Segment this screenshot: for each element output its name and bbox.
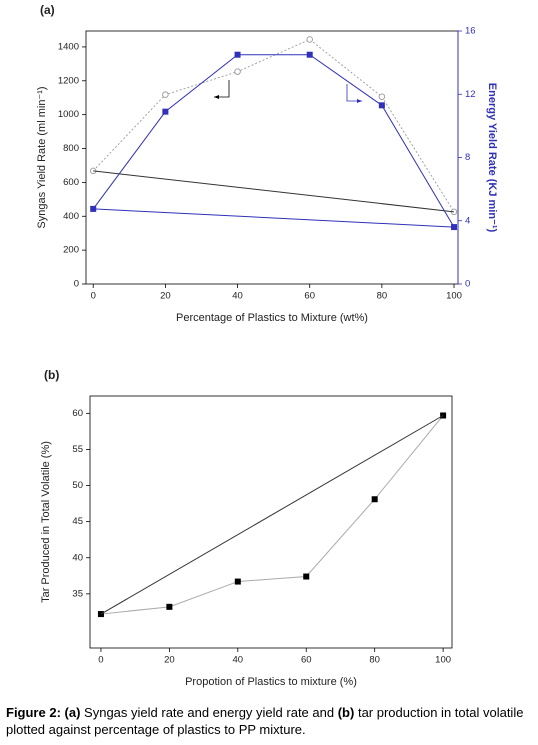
y2-tick-label: 0 [465, 279, 470, 290]
x-tick-label: 20 [160, 291, 171, 302]
panel-label: (b) [44, 368, 59, 382]
marker [306, 36, 313, 43]
series-line [100, 415, 444, 615]
arrow [214, 80, 230, 98]
x-tick-label: 0 [98, 655, 103, 666]
y-axis-label: Tar Produced in Total Volatile (%) [40, 441, 52, 603]
x-tick-label: 100 [435, 655, 451, 666]
marker [303, 573, 310, 580]
x-tick-label: 60 [301, 655, 312, 666]
series-line [92, 38, 455, 213]
y2-axis-label: Energy Yield Rate (KJ min⁻¹) [486, 83, 498, 233]
x-tick-label: 80 [369, 655, 380, 666]
marker [234, 578, 241, 585]
marker [166, 603, 173, 610]
caption: Figure 2: (a) Syngas yield rate and ener… [6, 704, 534, 738]
caption-text: tar production in total volatile plotted… [6, 705, 524, 737]
marker [378, 102, 385, 109]
series-line [100, 415, 444, 615]
series-line [92, 54, 455, 228]
series-line [93, 208, 455, 228]
y-tick-label: 1400 [58, 41, 79, 52]
caption-bold: Figure 2: [6, 705, 61, 720]
x-tick-label: 80 [377, 291, 388, 302]
arrow-head [357, 99, 362, 103]
y-tick-label: 800 [63, 143, 79, 154]
series-line [93, 170, 455, 213]
y-tick-label: 1200 [58, 75, 79, 86]
y-tick-label: 200 [63, 245, 79, 256]
marker [234, 68, 241, 75]
caption-bold: (b) [337, 705, 355, 720]
y2-tick-label: 12 [465, 89, 476, 100]
x-axis-label: Propotion of Plastics to mixture (%) [185, 676, 357, 688]
y-tick-label: 35 [72, 588, 83, 599]
marker [234, 51, 241, 58]
marker [371, 496, 378, 503]
y-tick-label: 55 [72, 444, 83, 455]
y-tick-label: 1000 [58, 109, 79, 120]
y2-tick-label: 4 [465, 215, 470, 226]
x-tick-label: 100 [446, 291, 462, 302]
caption-text: Syngas yield rate and energy yield rate … [84, 705, 335, 720]
marker [162, 91, 169, 98]
y-tick-label: 400 [63, 211, 79, 222]
marker [306, 51, 313, 58]
panel-label: (a) [40, 3, 55, 17]
y-axis-label: Syngas Yield Rate (ml min⁻¹) [36, 86, 48, 228]
figure: 0 20 40 60 80 1000200400600800100012001400048… [36, 3, 498, 688]
y-tick-label: 60 [72, 408, 83, 419]
plot-frame [85, 30, 459, 285]
caption-bold: (a) [64, 705, 81, 720]
y-tick-label: 0 [74, 279, 79, 290]
marker [162, 108, 169, 115]
y-tick-label: 50 [72, 480, 83, 491]
x-tick-label: 40 [232, 291, 243, 302]
x-tick-label: 60 [304, 291, 315, 302]
x-tick-label: 20 [164, 655, 175, 666]
y2-tick-label: 8 [465, 152, 470, 163]
x-tick-label: 0 [91, 291, 96, 302]
marker [378, 93, 386, 100]
plot-frame [89, 395, 453, 649]
arrow-head [214, 95, 219, 99]
y-tick-label: 600 [63, 177, 79, 188]
x-axis-label: Percentage of Plastics to Mixture (wt%) [176, 312, 368, 324]
y-tick-label: 40 [72, 552, 83, 563]
x-tick-label: 40 [233, 655, 244, 666]
y-tick-label: 45 [72, 516, 83, 527]
y2-tick-label: 16 [465, 26, 476, 37]
